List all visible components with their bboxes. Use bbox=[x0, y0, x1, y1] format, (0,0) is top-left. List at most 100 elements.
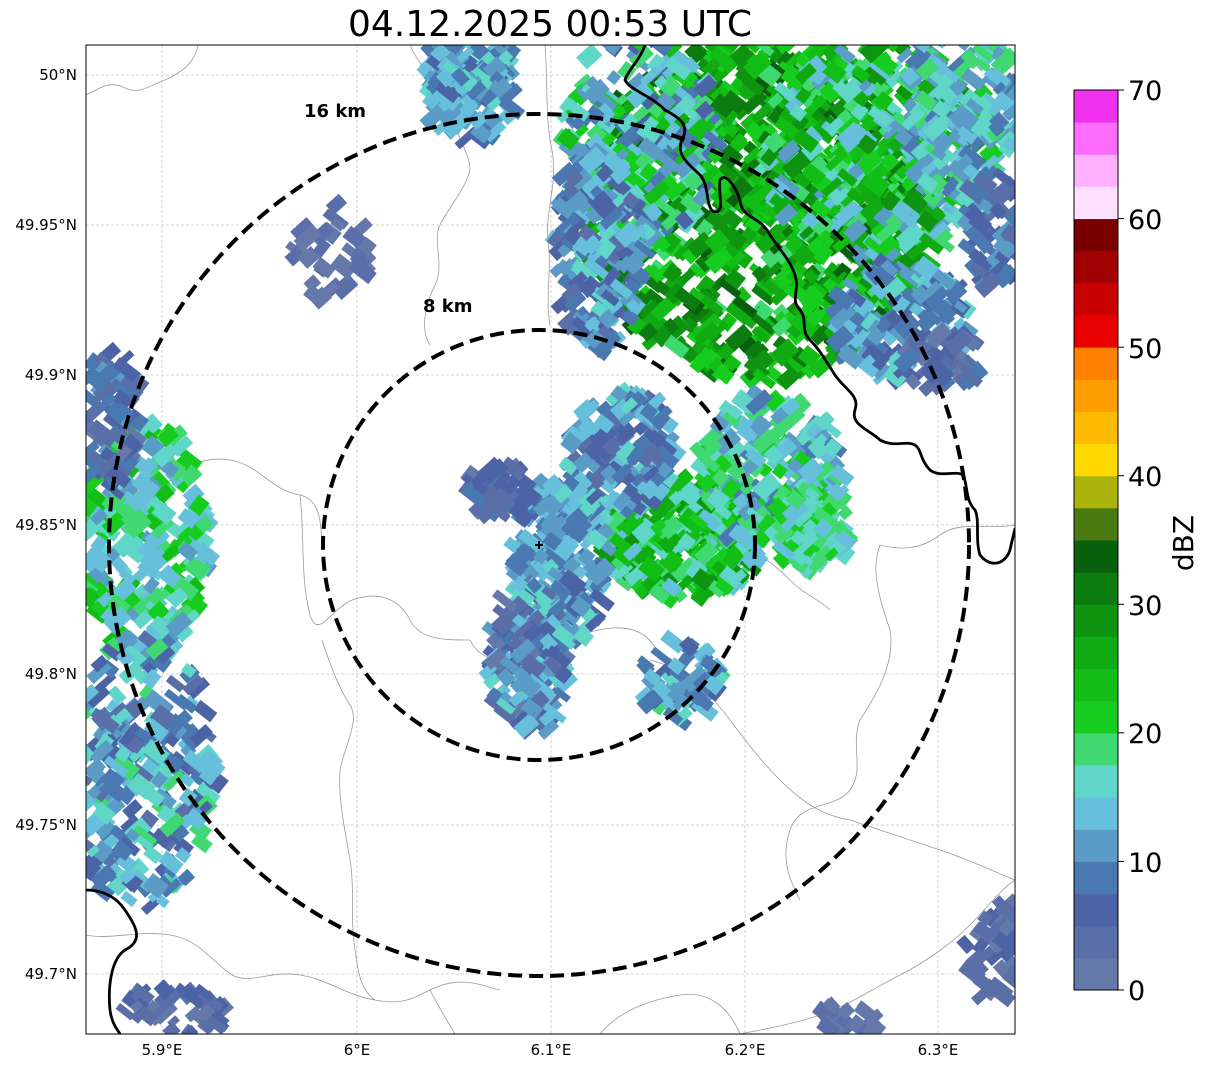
echo-cell bbox=[1013, 953, 1015, 973]
echo-cell bbox=[621, 308, 640, 327]
colorbar-tick-label: 40 bbox=[1128, 462, 1162, 493]
echo-cell bbox=[627, 315, 646, 336]
echo-cell bbox=[430, 45, 455, 48]
echo-cell bbox=[452, 3, 479, 30]
echo-cell bbox=[482, 9, 498, 25]
echo-cell bbox=[773, 269, 794, 290]
echo-cell bbox=[742, 195, 758, 211]
colorbar-tick-label: 20 bbox=[1128, 719, 1162, 750]
echo-cell bbox=[434, 17, 454, 37]
echo-cell bbox=[915, 57, 939, 81]
echo-cell bbox=[612, 193, 627, 208]
colorbar-tick-label: 60 bbox=[1128, 205, 1162, 236]
echo-cell bbox=[910, 284, 931, 306]
echo-cell bbox=[693, 321, 719, 346]
echo-cell bbox=[771, 316, 793, 337]
echo-cell bbox=[751, 265, 768, 282]
echo-cell bbox=[614, 221, 642, 248]
echo-cell bbox=[584, 315, 601, 332]
echo-cell bbox=[487, 45, 511, 48]
echo-cell bbox=[803, 268, 820, 285]
echo-cell bbox=[596, 400, 617, 421]
echo-cell bbox=[760, 249, 780, 269]
colorbar-swatch bbox=[1074, 604, 1118, 637]
echo-cell bbox=[64, 704, 84, 724]
colorbar-swatch bbox=[1074, 218, 1118, 252]
echo-cell bbox=[440, 28, 456, 43]
echo-cell bbox=[988, 119, 1006, 137]
y-tick-label: 49.8°N bbox=[25, 665, 77, 683]
colorbar-swatch bbox=[1074, 700, 1118, 734]
echo-cell bbox=[435, 22, 451, 38]
echo-cell bbox=[615, 93, 629, 106]
colorbar-swatch bbox=[1074, 925, 1118, 959]
echo-cell bbox=[430, 23, 452, 45]
echo-cell bbox=[637, 136, 664, 162]
colorbar-tick-label: 10 bbox=[1128, 848, 1162, 879]
echo-cell bbox=[643, 180, 671, 206]
echo-cell bbox=[709, 93, 736, 119]
echo-cell bbox=[591, 335, 616, 359]
echo-cell bbox=[717, 163, 738, 182]
echo-cell bbox=[989, 111, 1010, 132]
colorbar-title: dBZ bbox=[1167, 515, 1200, 571]
echo-cell bbox=[663, 109, 679, 125]
map-title: 04.12.2025 00:53 UTC bbox=[347, 4, 753, 45]
x-axis: 5.9°E 6°E 6.1°E 6.2°E 6.3°E bbox=[142, 1041, 959, 1059]
echo-cell bbox=[704, 246, 733, 274]
echo-cell bbox=[674, 210, 694, 230]
echo-cell bbox=[643, 202, 663, 222]
colorbar-swatch bbox=[1074, 90, 1118, 123]
echo-cell bbox=[682, 171, 704, 192]
echo-cell bbox=[626, 445, 646, 466]
echo-cell bbox=[885, 70, 905, 89]
echo-cell bbox=[780, 64, 809, 92]
echo-cell bbox=[638, 299, 659, 319]
echo-cell bbox=[654, 45, 676, 47]
echo-cell bbox=[990, 47, 1015, 77]
colorbar-swatch bbox=[1074, 186, 1118, 220]
echo-cell bbox=[741, 89, 768, 115]
echo-cell bbox=[685, 559, 705, 581]
echo-cell bbox=[751, 313, 777, 336]
echo-cell bbox=[755, 45, 775, 57]
echo-cell bbox=[832, 264, 846, 278]
echo-cell bbox=[649, 45, 675, 57]
echo-cell bbox=[662, 317, 680, 335]
echo-cell bbox=[597, 201, 618, 221]
echo-cell bbox=[641, 92, 661, 111]
echo-cell bbox=[645, 288, 664, 306]
echo-cell bbox=[708, 356, 725, 373]
echo-cell bbox=[859, 196, 886, 222]
colorbar-swatch bbox=[1074, 829, 1118, 862]
echo-cell bbox=[743, 45, 763, 54]
echo-cell bbox=[917, 309, 934, 327]
echo-cell bbox=[552, 483, 574, 504]
echo-cell bbox=[500, 45, 517, 46]
echo-cell bbox=[943, 89, 966, 111]
echo-cell bbox=[576, 437, 598, 458]
echo-cell bbox=[581, 234, 603, 256]
echo-cell bbox=[965, 98, 984, 115]
echo-cell bbox=[752, 368, 777, 390]
echo-cell bbox=[972, 45, 994, 62]
echo-cell bbox=[726, 251, 746, 270]
echo-cell bbox=[86, 693, 89, 718]
echo-cell bbox=[447, 3, 470, 26]
echo-cell bbox=[640, 482, 659, 500]
echo-cell bbox=[774, 116, 801, 141]
echo-cell bbox=[948, 78, 967, 97]
commune-border bbox=[86, 933, 501, 1003]
echo-cell bbox=[594, 445, 612, 462]
echo-cell bbox=[878, 45, 899, 53]
echo-cell bbox=[707, 147, 725, 165]
colorbar-swatch bbox=[1074, 122, 1118, 155]
colorbar-swatch bbox=[1074, 957, 1118, 991]
echo-cell bbox=[629, 576, 647, 595]
echo-cell bbox=[458, 16, 476, 33]
echo-cell bbox=[533, 473, 551, 491]
echo-cell bbox=[843, 218, 868, 243]
echo-cell bbox=[875, 234, 900, 259]
echo-cell bbox=[873, 265, 894, 284]
echo-cell bbox=[611, 463, 633, 484]
